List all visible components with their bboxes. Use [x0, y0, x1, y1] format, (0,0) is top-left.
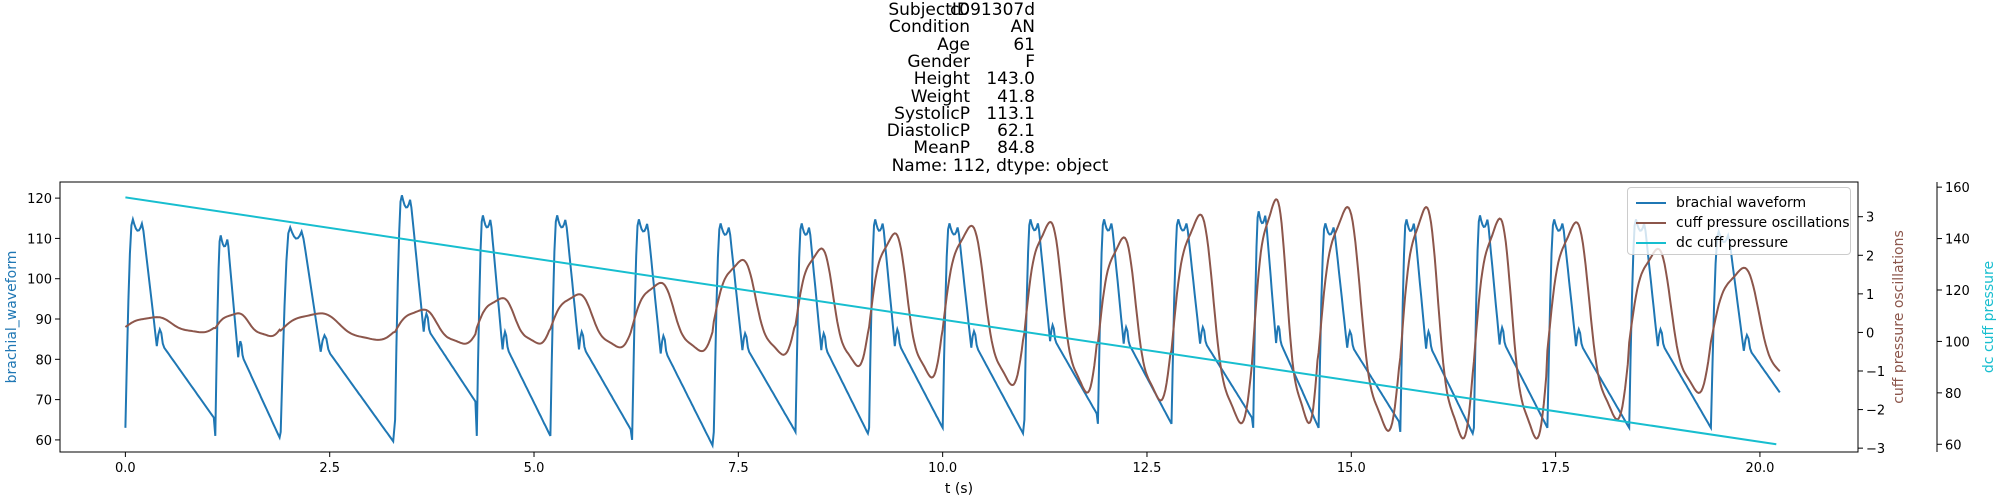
legend-item: cuff pressure oscillations: [1636, 214, 1850, 232]
title-key: DiastolicP: [886, 121, 970, 142]
x-tick-label: 0.0: [115, 461, 136, 476]
y-tick-label: 110: [27, 232, 52, 247]
legend-swatch: [1636, 222, 1666, 224]
title-value: 41.8: [997, 86, 1035, 107]
title-value: F: [1025, 51, 1035, 72]
legend-item: dc cuff pressure: [1636, 234, 1788, 252]
legend-label: dc cuff pressure: [1676, 235, 1789, 251]
axes-layer: 0.0 2.5 5.0 7.5 10.0 12.5 15.0 17.5 20.0 60 70 80 90…: [4, 181, 1997, 476]
title-value: AN: [1010, 17, 1035, 38]
y-tick-label: 80: [35, 353, 52, 368]
y-tick-label: 70: [35, 394, 52, 409]
x-tick-label: 10.0: [928, 461, 957, 476]
x-tick-label: 12.5: [1132, 461, 1161, 476]
x-tick-label: 2.5: [319, 461, 340, 476]
y-tick-label: 0: [1866, 326, 1874, 341]
title-key: MeanP: [913, 138, 970, 159]
title-value: 84.8: [997, 138, 1035, 159]
y-tick-label: −2: [1866, 404, 1885, 419]
title-key: SystolicP: [894, 103, 970, 124]
legend-label: cuff pressure oscillations: [1676, 215, 1850, 231]
x-tick-label: 7.5: [728, 461, 749, 476]
x-tick-label: 5.0: [524, 461, 545, 476]
title-key: Condition: [888, 17, 970, 38]
y-tick-label: 60: [1945, 438, 1962, 453]
y-tick-label: 1: [1866, 288, 1874, 303]
x-axis-label: t (s): [945, 481, 973, 497]
y-tick-label: −1: [1866, 365, 1885, 380]
title-footer: Name: 112, dtype: object: [891, 155, 1109, 176]
y-tick-label: 100: [27, 273, 52, 288]
legend-item: brachial waveform: [1636, 194, 1806, 212]
y-tick-label: 140: [1945, 233, 1970, 248]
y-tick-label: 80: [1945, 387, 1962, 402]
y-tick-label: −3: [1866, 442, 1885, 457]
title-key: Weight: [910, 86, 970, 107]
title-value: 61: [1013, 34, 1035, 55]
title-value: 113.1: [986, 103, 1035, 124]
title-key: Gender: [907, 51, 970, 72]
legend-swatch: [1636, 242, 1666, 244]
x-tick-label: 17.5: [1541, 461, 1570, 476]
y-tick-label: 100: [1945, 335, 1970, 350]
legend: brachial waveform cuff pressure oscillati…: [1627, 187, 1851, 255]
title-key: Age: [937, 34, 970, 55]
y-axis-label-outer: dc cuff pressure: [1981, 261, 1997, 373]
title-key: SubjectID: [888, 0, 970, 20]
title-value: 143.0: [986, 69, 1035, 90]
title-key: Height: [913, 69, 970, 90]
y-tick-label: 160: [1945, 181, 1970, 196]
y-tick-label: 120: [27, 192, 52, 207]
y-tick-label: 2: [1866, 249, 1874, 264]
series-line-0: [124, 195, 1781, 449]
series-layer: [124, 195, 1781, 449]
x-tick-label: 15.0: [1337, 461, 1366, 476]
title-value: c091307d: [949, 0, 1035, 20]
y-axis-label-left: brachial_waveform: [4, 251, 20, 384]
plot-frame: [59, 181, 1859, 453]
y-tick-label: 120: [1945, 284, 1970, 299]
series-line-2: [125, 196, 1777, 446]
y-axis-label-right: cuff pressure oscillations: [1891, 230, 1907, 404]
y-tick-label: 60: [35, 434, 52, 449]
legend-label: brachial waveform: [1676, 195, 1807, 211]
x-tick-label: 20.0: [1745, 461, 1774, 476]
chart-title: SubjectID c091307d Condition AN Age 61 Gender F…: [0, 0, 2000, 180]
y-tick-label: 90: [35, 313, 52, 328]
title-value: 62.1: [997, 121, 1035, 142]
y-tick-label: 3: [1866, 211, 1874, 226]
series-line-1: [124, 198, 1781, 440]
legend-swatch: [1636, 202, 1666, 204]
